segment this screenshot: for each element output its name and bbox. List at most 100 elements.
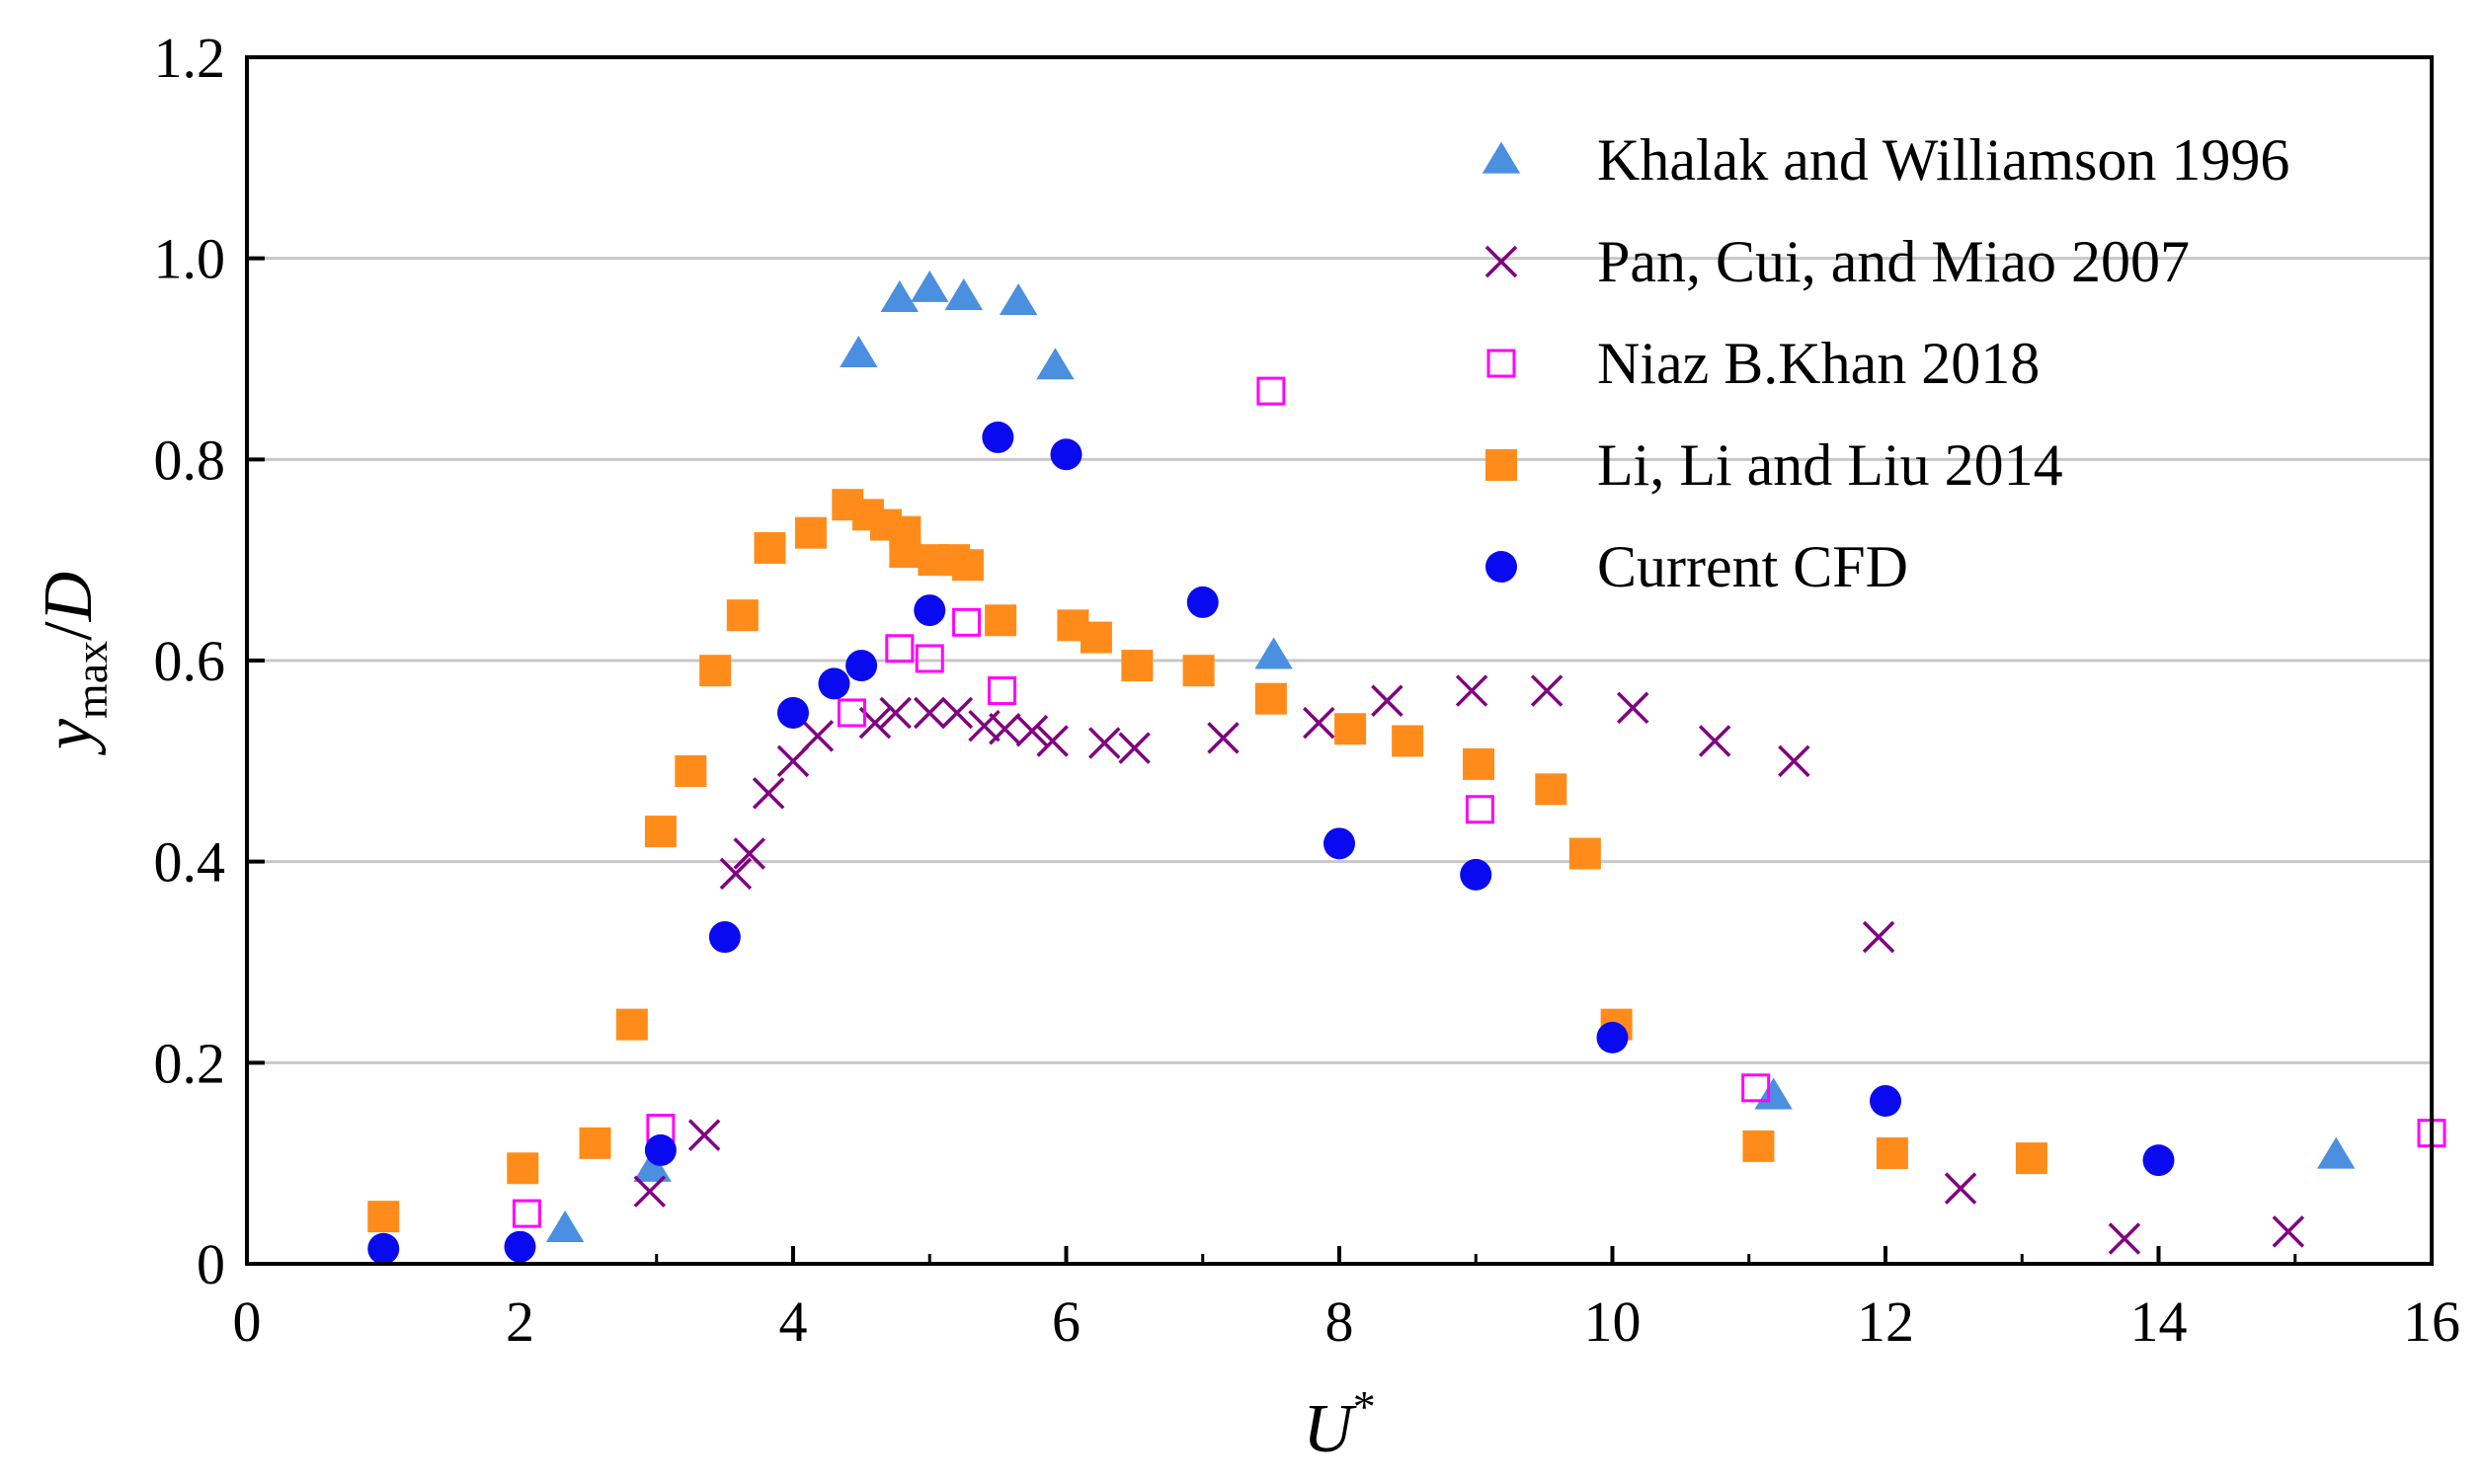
data-point — [801, 720, 835, 752]
data-point — [699, 655, 732, 687]
data-point — [1463, 747, 1495, 780]
legend-label: Li, Li and Liu 2014 — [1597, 432, 2063, 498]
legend-marker — [1486, 349, 1516, 378]
plot-frame — [245, 55, 2434, 1266]
x-tick-label: 10 — [1584, 1289, 1642, 1354]
gridlines — [247, 257, 2432, 1064]
data-point — [367, 1232, 400, 1265]
data-point — [1015, 715, 1049, 747]
data-point — [988, 676, 1017, 706]
data-point — [615, 1008, 648, 1041]
data-point — [504, 1230, 536, 1263]
marker-stroke — [1617, 691, 1649, 725]
legend-label: Khalak and Williamson 1996 — [1597, 127, 2289, 193]
data-point — [644, 816, 677, 848]
series-5 — [367, 421, 2175, 1265]
data-point — [719, 857, 753, 891]
marker-stroke — [2272, 1215, 2305, 1248]
x-tick-label: 0 — [233, 1289, 262, 1354]
data-point — [733, 837, 765, 870]
x-tick-label: 14 — [2130, 1289, 2188, 1354]
data-point — [579, 1127, 611, 1159]
legend-label: Current CFD — [1597, 534, 1908, 599]
marker-stroke — [1087, 727, 1121, 759]
marker-stroke — [940, 696, 974, 730]
data-point — [1742, 1130, 1775, 1162]
series-4 — [367, 489, 2047, 1233]
data-point — [777, 696, 809, 729]
data-point — [776, 744, 810, 778]
data-point — [726, 599, 759, 632]
data-point — [944, 277, 984, 310]
data-point — [1303, 706, 1335, 740]
data-point — [1944, 1172, 1977, 1205]
data-point — [1036, 348, 1075, 380]
x-tick-label: 4 — [779, 1289, 808, 1354]
marker-stroke — [1036, 725, 1069, 757]
data-point — [1778, 744, 1810, 778]
marker-stroke — [914, 696, 946, 730]
data-point — [1182, 655, 1215, 687]
data-point — [2272, 1215, 2305, 1248]
data-point — [885, 634, 915, 664]
data-point — [2317, 1136, 2356, 1169]
y-tick-label: 1.0 — [154, 227, 226, 291]
marker-stroke — [687, 1119, 721, 1151]
data-point — [675, 755, 707, 788]
data-point — [1080, 621, 1112, 654]
legend-item: Pan, Cui, and Miao 2007 — [1484, 229, 2190, 294]
data-point — [754, 531, 786, 564]
data-point — [1876, 1136, 1908, 1169]
marker-stroke — [1303, 706, 1335, 740]
legend-marker — [1485, 449, 1517, 481]
x-axis-label: U* — [1303, 1381, 1376, 1467]
data-point — [1254, 637, 1293, 669]
data-point — [818, 667, 850, 700]
data-point — [2015, 1142, 2047, 1175]
data-point — [1568, 837, 1601, 870]
y-axis-label: ymax/D — [31, 572, 117, 755]
data-point — [1254, 682, 1287, 715]
data-point — [940, 696, 974, 730]
data-point — [1186, 586, 1219, 618]
y-tick-label: 0.6 — [154, 629, 226, 693]
data-point — [2142, 1144, 2175, 1177]
x-axis-title: U* — [1303, 1381, 1376, 1467]
data-point — [1323, 827, 1355, 860]
data-point — [2108, 1222, 2141, 1255]
data-point — [1698, 725, 1731, 757]
x-tick-label: 16 — [2403, 1289, 2460, 1354]
data-point — [367, 1201, 400, 1233]
data-point — [644, 1133, 677, 1166]
y-tick-label: 0 — [197, 1232, 225, 1296]
y-tick-label: 0.2 — [154, 1031, 226, 1095]
data-point — [1207, 722, 1240, 754]
marker-stroke — [776, 744, 810, 778]
y-tick-label: 0.8 — [154, 428, 226, 492]
data-point — [1617, 691, 1649, 725]
y-tick-label: 0.4 — [154, 830, 226, 895]
data-point — [845, 650, 878, 682]
data-point — [1118, 732, 1151, 764]
data-point — [968, 709, 1001, 742]
x-axis-ticks: 0 2 4 6 8 10 12 14 16 — [233, 1246, 2460, 1354]
x-tick-label: 12 — [1857, 1289, 1914, 1354]
marker-stroke — [2108, 1222, 2141, 1255]
marker-stroke — [1698, 725, 1731, 757]
marker-stroke — [1118, 732, 1151, 764]
data-point — [1455, 674, 1488, 707]
data-point — [545, 1210, 585, 1242]
marker-stroke — [1207, 722, 1240, 754]
data-point — [1121, 650, 1154, 682]
y-axis-ticks: 0 0.2 0.4 0.6 0.8 1.0 1.2 — [154, 26, 265, 1296]
data-point — [1334, 713, 1367, 745]
marker-stroke — [1944, 1172, 1977, 1205]
data-point — [1050, 438, 1082, 471]
data-point — [1460, 858, 1492, 891]
marker-stroke — [633, 1175, 667, 1208]
marker-stroke — [752, 777, 785, 810]
data-point — [1371, 684, 1403, 717]
marker-stroke — [1530, 674, 1563, 707]
data-point — [982, 421, 1014, 453]
